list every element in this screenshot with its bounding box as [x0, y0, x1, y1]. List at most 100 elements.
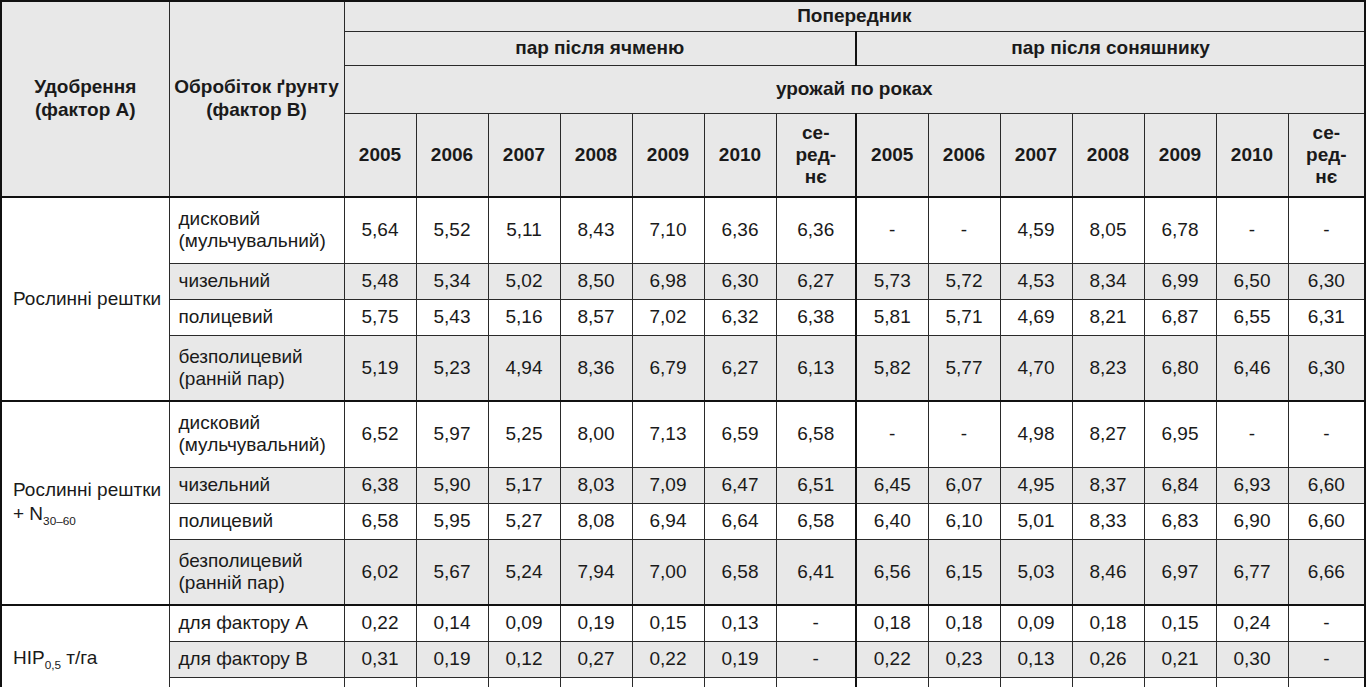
yield-value-cell: 8,33 [1072, 503, 1144, 539]
average-header: се- ред- нє [1288, 113, 1365, 197]
yield-table: Удобрення (фактор А) Обробіток ґрунту (ф… [0, 0, 1366, 687]
year-header: 2006 [928, 113, 1000, 197]
table-row: чизельний6,385,905,178,037,096,476,516,4… [1, 467, 1365, 503]
yield-value-cell: 6,58 [776, 401, 856, 467]
yield-value-cell: 0,14 [416, 605, 488, 641]
yield-value-cell: 5,82 [856, 335, 928, 401]
yield-value-cell: 0,30 [704, 677, 776, 687]
yield-value-cell: 5,52 [416, 197, 488, 263]
yield-value-cell: 0,50 [1216, 677, 1288, 687]
yield-value-cell: 8,23 [1072, 335, 1144, 401]
yield-value-cell: 6,27 [704, 335, 776, 401]
yield-value-cell: 6,60 [1288, 503, 1365, 539]
yield-value-cell: 0,19 [704, 641, 776, 677]
yield-value-cell: - [1288, 605, 1365, 641]
yield-value-cell: 6,30 [1288, 335, 1365, 401]
year-header: 2010 [704, 113, 776, 197]
yield-value-cell: 4,98 [1000, 401, 1072, 467]
table-header: Удобрення (фактор А) Обробіток ґрунту (ф… [1, 1, 1365, 197]
year-header: 2009 [632, 113, 704, 197]
yield-value-cell: 6,50 [1216, 263, 1288, 299]
table-row: НІР0,5 т/гадля фактору А0,220,140,090,19… [1, 605, 1365, 641]
yield-value-cell: 4,69 [1000, 299, 1072, 335]
yield-value-cell: 7,10 [632, 197, 704, 263]
factor-a-label-text: Рослинні рештки + N [13, 479, 161, 524]
yield-value-cell: 7,02 [632, 299, 704, 335]
yield-value-cell: 6,13 [776, 335, 856, 401]
yield-value-cell: 0,18 [928, 605, 1000, 641]
yield-value-cell: 0,26 [1072, 641, 1144, 677]
yield-value-cell: 8,03 [560, 467, 632, 503]
yield-value-cell: 0,30 [1216, 641, 1288, 677]
yield-value-cell: - [1288, 197, 1365, 263]
year-header: 2006 [416, 113, 488, 197]
yield-value-cell: 5,97 [416, 401, 488, 467]
yield-value-cell: 0,24 [1216, 605, 1288, 641]
yield-value-cell: 6,36 [776, 197, 856, 263]
yield-value-cell: 0,18 [1072, 605, 1144, 641]
table-row: полицевий6,585,955,278,086,946,646,586,4… [1, 503, 1365, 539]
yield-value-cell: 5,81 [856, 299, 928, 335]
tillage-label: полицевий [169, 299, 344, 335]
yield-value-cell: 6,90 [1216, 503, 1288, 539]
yield-value-cell: 6,79 [632, 335, 704, 401]
yield-value-cell: 5,73 [856, 263, 928, 299]
yield-value-cell: 0,27 [560, 641, 632, 677]
yield-value-cell: 8,21 [1072, 299, 1144, 335]
yield-value-cell: 4,59 [1000, 197, 1072, 263]
yield-value-cell: 6,98 [632, 263, 704, 299]
yield-value-cell: 8,08 [560, 503, 632, 539]
table-row: чизельний5,485,345,028,506,986,306,275,7… [1, 263, 1365, 299]
yield-value-cell: 7,13 [632, 401, 704, 467]
yield-value-cell: 0,21 [1144, 641, 1216, 677]
yield-value-cell: 6,58 [776, 503, 856, 539]
yield-value-cell: 0,19 [416, 641, 488, 677]
yield-value-cell: 6,38 [344, 467, 416, 503]
factor-a-label-text: Рослинні рештки [13, 288, 161, 309]
yield-value-cell: 0,09 [1000, 605, 1072, 641]
yield-value-cell: 8,00 [560, 401, 632, 467]
yield-value-cell: 6,02 [344, 539, 416, 605]
year-header: 2009 [1144, 113, 1216, 197]
year-header: 2010 [1216, 113, 1288, 197]
yield-value-cell: 5,23 [416, 335, 488, 401]
yield-value-cell: 5,02 [488, 263, 560, 299]
yield-value-cell: 5,27 [488, 503, 560, 539]
yield-value-cell: 6,52 [344, 401, 416, 467]
yield-value-cell: 5,64 [344, 197, 416, 263]
yield-value-cell: 5,16 [488, 299, 560, 335]
yield-value-cell: 6,58 [704, 539, 776, 605]
yield-value-cell: - [856, 197, 928, 263]
yield-value-cell: 0,22 [344, 605, 416, 641]
yield-value-cell: 0,31 [416, 677, 488, 687]
yield-value-cell: 4,70 [1000, 335, 1072, 401]
yield-value-cell: - [776, 641, 856, 677]
yield-value-cell: 0,35 [632, 677, 704, 687]
factor-a-label-suffix: т/га [61, 647, 97, 668]
year-header: 2005 [856, 113, 928, 197]
yield-value-cell: 0,39 [856, 677, 928, 687]
yield-value-cell: 6,83 [1144, 503, 1216, 539]
yield-value-cell: 6,78 [1144, 197, 1216, 263]
yield-value-cell: 8,36 [560, 335, 632, 401]
yield-value-cell: 6,56 [856, 539, 928, 605]
fallow-after-barley-header: пар після ячменю [344, 31, 856, 65]
table-row: Рослинні решткидисковий (мульчувальний)5… [1, 197, 1365, 263]
year-header: 2008 [560, 113, 632, 197]
yield-by-years-header: урожай по роках [344, 65, 1365, 113]
yield-value-cell: 6,40 [856, 503, 928, 539]
yield-value-cell: 6,45 [856, 467, 928, 503]
tillage-label: безполицевий (ранній пар) [169, 335, 344, 401]
yield-value-cell: 8,50 [560, 263, 632, 299]
yield-value-cell: 0,18 [856, 605, 928, 641]
factor-a-label: Рослинні рештки + N30–60 [1, 401, 169, 605]
predecessor-header: Попередник [344, 1, 1365, 31]
yield-value-cell: 5,77 [928, 335, 1000, 401]
yield-value-cell: 4,53 [1000, 263, 1072, 299]
factor-a-label-subscript: 30–60 [43, 513, 76, 526]
yield-value-cell: 5,71 [928, 299, 1000, 335]
yield-value-cell: 0,15 [632, 605, 704, 641]
yield-value-cell: 6,95 [1144, 401, 1216, 467]
yield-value-cell: 6,60 [1288, 467, 1365, 503]
tillage-label: дисковий (мульчувальний) [169, 401, 344, 467]
